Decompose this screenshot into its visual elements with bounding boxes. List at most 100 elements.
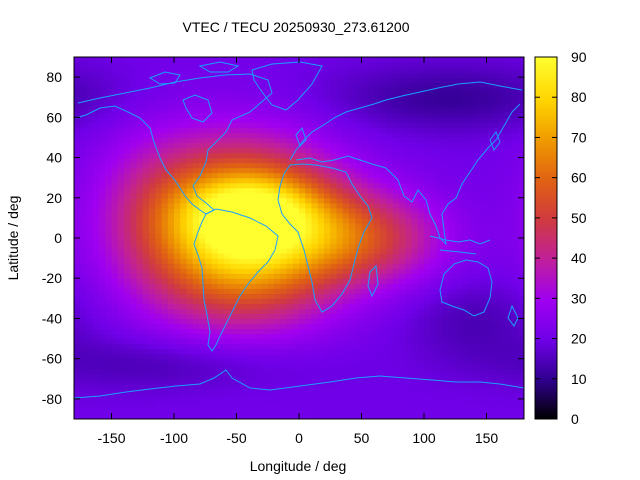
heatmap-cell [142,127,150,134]
heatmap-cell [124,67,131,73]
heatmap-cell [461,348,469,355]
heatmap-cell [124,102,131,108]
heatmap-cell [236,127,244,134]
heatmap-cell [505,112,513,118]
heatmap-cell [224,187,231,194]
heatmap-cell [311,393,319,400]
heatmap-cell [480,393,488,400]
heatmap-cell [124,333,131,340]
heatmap-cell [205,358,213,365]
heatmap-cell [424,283,431,289]
heatmap-cell [124,202,131,209]
heatmap-cell [511,232,519,239]
heatmap-cell [336,323,344,330]
heatmap-cell [117,373,125,380]
heatmap-cell [330,363,338,370]
heatmap-cell [299,147,306,154]
heatmap-cell [261,72,269,78]
heatmap-cell [461,82,469,88]
heatmap-cell [180,77,188,83]
heatmap-cell [99,137,106,144]
heatmap-cell [161,303,169,309]
heatmap-cell [211,167,219,174]
heatmap-cell [280,82,288,88]
heatmap-cell [455,313,463,320]
heatmap-cell [455,182,463,189]
heatmap-cell [492,308,500,315]
heatmap-cell [442,283,450,289]
heatmap-cell [349,378,356,385]
heatmap-cell [336,373,344,380]
heatmap-cell [186,97,194,103]
heatmap-cell [505,227,513,234]
heatmap-cell [161,187,169,194]
heatmap-cell [217,358,225,365]
heatmap-cell [199,358,206,365]
heatmap-cell [180,383,188,390]
heatmap-cell [505,222,513,229]
heatmap-cell [99,383,106,390]
heatmap-cell [311,333,319,340]
heatmap-cell [505,318,513,325]
heatmap-cell [224,172,231,179]
heatmap-cell [142,207,150,214]
heatmap-cell [324,102,331,108]
heatmap-cell [224,398,231,405]
heatmap-cell [255,107,263,113]
heatmap-cell [174,112,181,118]
heatmap-cell [136,273,144,279]
heatmap-cell [230,243,238,249]
heatmap-cell [324,378,331,385]
heatmap-cell [499,177,506,184]
heatmap-cell [461,273,469,279]
heatmap-cell [505,82,513,88]
heatmap-cell [161,413,169,419]
heatmap-cell [99,127,106,134]
heatmap-cell [292,177,300,184]
heatmap-cell [155,227,163,234]
heatmap-cell [117,263,125,269]
heatmap-cell [467,97,475,103]
heatmap-cell [330,197,338,204]
heatmap-cell [499,393,506,400]
heatmap-cell [461,343,469,350]
heatmap-cell [211,283,219,289]
heatmap-cell [99,333,106,340]
heatmap-cell [186,363,194,370]
heatmap-cell [167,217,175,224]
heatmap-cell [474,393,481,400]
heatmap-cell [374,82,381,88]
heatmap-cell [99,82,106,88]
heatmap-cell [436,263,444,269]
heatmap-cell [267,303,275,309]
heatmap-cell [236,348,244,355]
heatmap-cell [217,107,225,113]
heatmap-cell [330,268,338,274]
heatmap-cell [336,363,344,370]
heatmap-cell [236,308,244,315]
heatmap-cell [461,127,469,134]
heatmap-cell [392,192,400,199]
heatmap-cell [405,388,413,395]
heatmap-cell [374,232,381,239]
heatmap-cell [467,368,475,375]
heatmap-cell [436,368,444,375]
heatmap-cell [380,137,388,144]
heatmap-cell [205,408,213,415]
heatmap-cell [249,197,256,204]
heatmap-cell [517,227,524,234]
heatmap-cell [261,273,269,279]
heatmap-cell [130,222,138,229]
heatmap-cell [517,328,524,335]
heatmap-cell [474,167,481,174]
heatmap-cell [424,162,431,169]
heatmap-cell [430,323,438,330]
heatmap-cell [330,393,338,400]
heatmap-cell [436,253,444,259]
heatmap-cell [149,338,156,345]
heatmap-cell [267,177,275,184]
heatmap-cell [111,363,119,370]
heatmap-cell [330,248,338,254]
heatmap-cell [186,318,194,325]
heatmap-cell [324,177,331,184]
